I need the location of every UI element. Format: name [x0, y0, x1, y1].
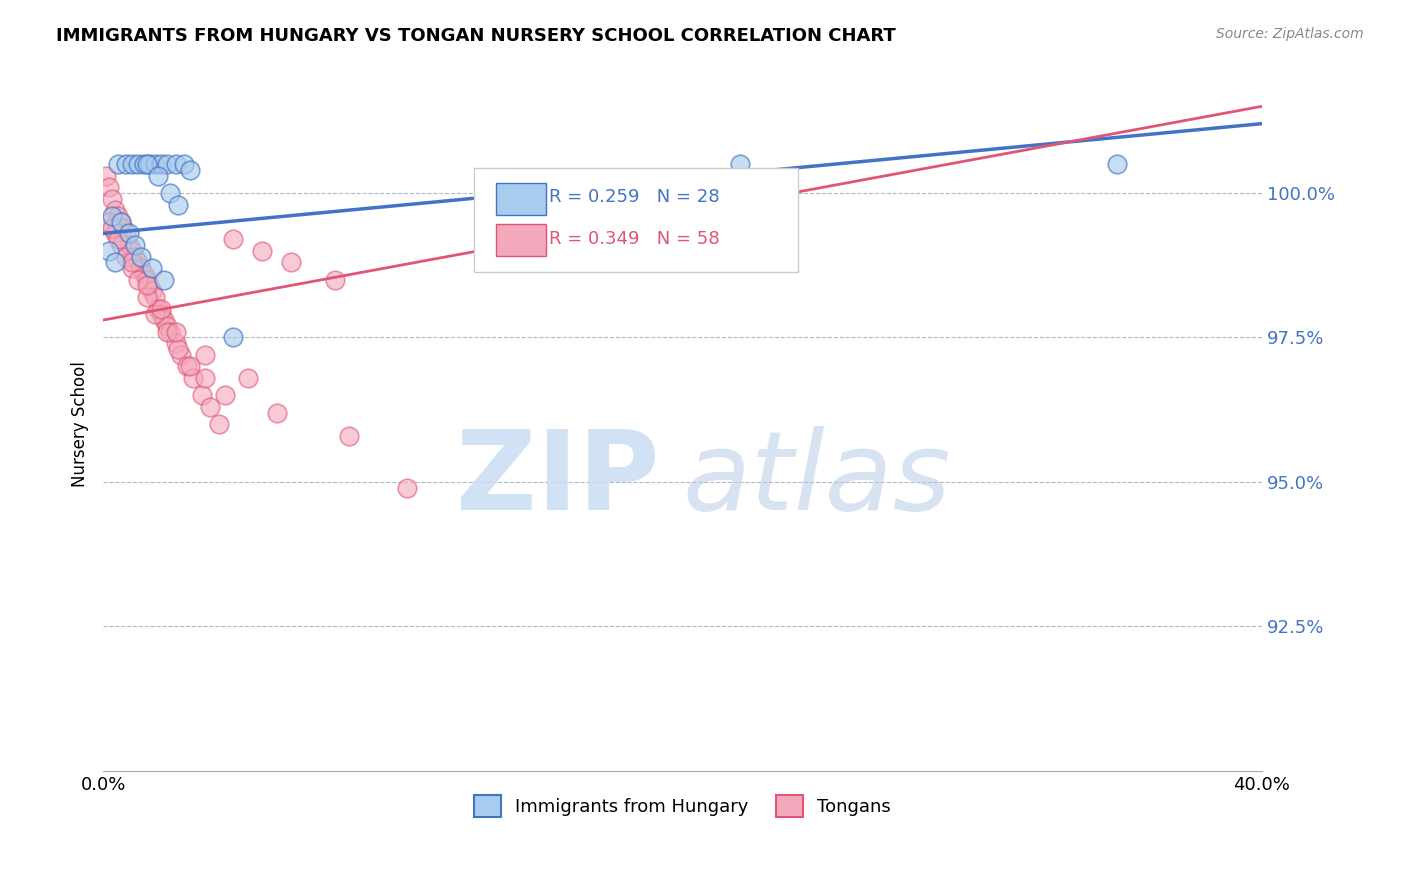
Point — [181, 371, 204, 385]
Point — [115, 227, 138, 241]
Point — [146, 169, 169, 183]
Point — [156, 157, 179, 171]
Point — [132, 157, 155, 171]
Point — [222, 232, 245, 246]
Point — [121, 255, 143, 269]
Point — [135, 272, 157, 286]
Point — [127, 255, 149, 269]
Point — [143, 307, 166, 321]
Point — [121, 244, 143, 258]
Point — [127, 272, 149, 286]
Text: IMMIGRANTS FROM HUNGARY VS TONGAN NURSERY SCHOOL CORRELATION CHART: IMMIGRANTS FROM HUNGARY VS TONGAN NURSER… — [56, 27, 896, 45]
Legend: Immigrants from Hungary, Tongans: Immigrants from Hungary, Tongans — [467, 788, 898, 824]
Point — [141, 261, 163, 276]
Point — [193, 371, 215, 385]
Point — [222, 330, 245, 344]
Point — [101, 192, 124, 206]
Point — [121, 157, 143, 171]
Point — [141, 284, 163, 298]
Point — [101, 209, 124, 223]
Point — [730, 157, 752, 171]
Point — [107, 157, 129, 171]
Point — [97, 180, 120, 194]
Point — [97, 244, 120, 258]
Point — [138, 157, 160, 171]
Point — [124, 250, 146, 264]
Point — [129, 261, 152, 276]
Point — [135, 278, 157, 293]
Point — [129, 250, 152, 264]
Point — [115, 157, 138, 171]
Point — [280, 255, 302, 269]
Point — [156, 318, 179, 333]
Point — [165, 336, 187, 351]
Point — [150, 301, 173, 316]
Point — [200, 400, 222, 414]
Point — [107, 209, 129, 223]
Point — [150, 157, 173, 171]
Point — [337, 428, 360, 442]
Point — [208, 417, 231, 431]
Point — [94, 169, 117, 183]
Point — [138, 278, 160, 293]
Point — [135, 290, 157, 304]
Text: R = 0.259   N = 28: R = 0.259 N = 28 — [550, 188, 720, 206]
Point — [143, 290, 166, 304]
Point — [159, 186, 181, 200]
Point — [101, 220, 124, 235]
Y-axis label: Nursery School: Nursery School — [72, 361, 89, 487]
Point — [104, 255, 127, 269]
Point — [112, 220, 135, 235]
Point — [165, 157, 187, 171]
Point — [266, 405, 288, 419]
Point — [193, 348, 215, 362]
Point — [170, 348, 193, 362]
Point — [143, 157, 166, 171]
Point — [173, 157, 195, 171]
Point — [97, 215, 120, 229]
Point — [179, 359, 201, 374]
Point — [323, 272, 346, 286]
Point — [118, 238, 141, 252]
Point — [107, 232, 129, 246]
Text: Source: ZipAtlas.com: Source: ZipAtlas.com — [1216, 27, 1364, 41]
Point — [146, 301, 169, 316]
Point — [167, 197, 190, 211]
Point — [236, 371, 259, 385]
Point — [1105, 157, 1128, 171]
Point — [156, 325, 179, 339]
Point — [110, 238, 132, 252]
Point — [110, 215, 132, 229]
FancyBboxPatch shape — [496, 183, 547, 215]
Point — [165, 325, 187, 339]
Point — [214, 388, 236, 402]
Point — [118, 227, 141, 241]
Point — [159, 325, 181, 339]
Point — [124, 238, 146, 252]
Point — [396, 481, 419, 495]
Point — [176, 359, 198, 374]
Text: atlas: atlas — [682, 426, 950, 533]
Point — [252, 244, 274, 258]
Point — [153, 272, 176, 286]
Point — [132, 267, 155, 281]
Point — [179, 162, 201, 177]
Point — [115, 250, 138, 264]
FancyBboxPatch shape — [496, 225, 547, 256]
Point — [150, 307, 173, 321]
Text: ZIP: ZIP — [456, 426, 659, 533]
FancyBboxPatch shape — [474, 168, 799, 271]
Point — [135, 157, 157, 171]
Point — [153, 313, 176, 327]
Text: R = 0.349   N = 58: R = 0.349 N = 58 — [550, 230, 720, 248]
Point — [127, 157, 149, 171]
Point — [104, 227, 127, 241]
Point — [167, 342, 190, 356]
Point — [190, 388, 212, 402]
Point — [121, 261, 143, 276]
Point — [110, 215, 132, 229]
Point — [104, 203, 127, 218]
